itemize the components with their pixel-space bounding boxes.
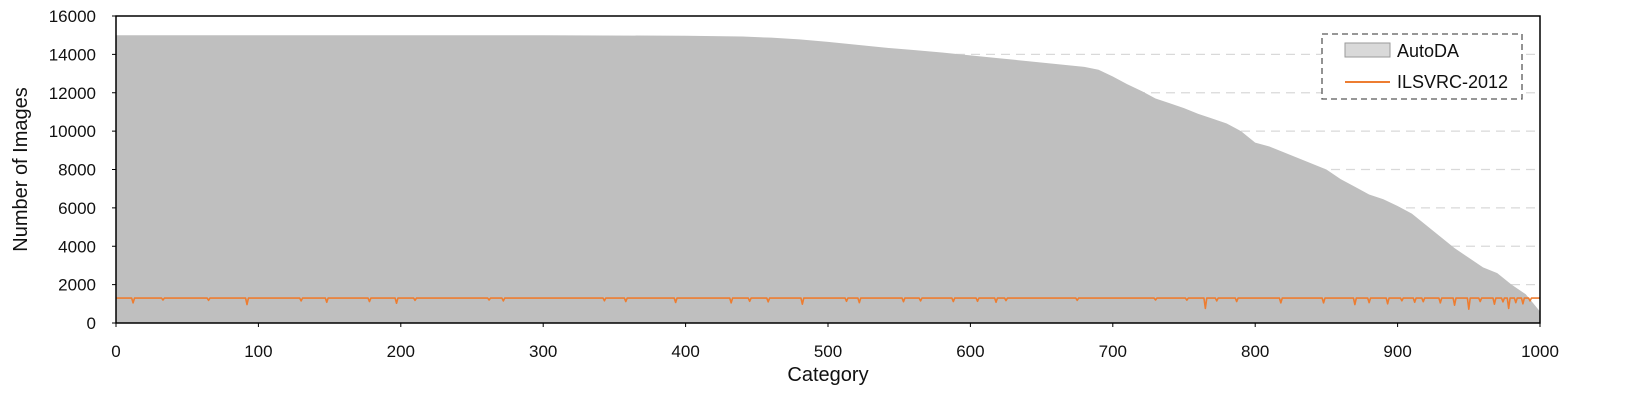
y-tick-label: 16000 [49, 7, 96, 26]
x-tick-label: 100 [244, 342, 272, 361]
y-axis-label: Number of Images [10, 87, 32, 252]
ilsvrc-line-path [116, 297, 1540, 310]
y-tick-label: 0 [87, 314, 96, 333]
x-tick-label: 800 [1241, 342, 1269, 361]
x-axis-label: Category [787, 364, 868, 386]
legend-label-ilsvrc: ILSVRC-2012 [1397, 72, 1508, 92]
x-tick-label: 600 [956, 342, 984, 361]
y-axis-ticks: 0 2000 4000 6000 8000 10000 12000 14000 16000 [49, 7, 116, 333]
ilsvrc-line [116, 297, 1540, 310]
x-tick-label: 1000 [1521, 342, 1559, 361]
y-tick-label: 2000 [58, 276, 96, 295]
legend-swatch-autoda [1344, 42, 1391, 58]
x-tick-label: 900 [1383, 342, 1411, 361]
legend-label-autoda: AutoDA [1397, 41, 1459, 61]
y-tick-label: 14000 [49, 45, 96, 64]
y-tick-label: 12000 [49, 84, 96, 103]
x-axis-ticks: 0 100 200 300 400 500 600 700 800 900 1000 [111, 323, 1559, 361]
x-tick-label: 500 [814, 342, 842, 361]
autoda-area [116, 35, 1540, 323]
legend: AutoDA ILSVRC-2012 [1321, 33, 1523, 100]
x-tick-label: 200 [387, 342, 415, 361]
x-tick-label: 700 [1099, 342, 1127, 361]
y-tick-label: 4000 [58, 237, 96, 256]
x-tick-label: 0 [111, 342, 120, 361]
y-tick-label: 8000 [58, 161, 96, 180]
y-tick-label: 10000 [49, 122, 96, 141]
x-tick-label: 300 [529, 342, 557, 361]
autoda-area-path [116, 35, 1540, 323]
y-tick-label: 6000 [58, 199, 96, 218]
x-tick-label: 400 [671, 342, 699, 361]
